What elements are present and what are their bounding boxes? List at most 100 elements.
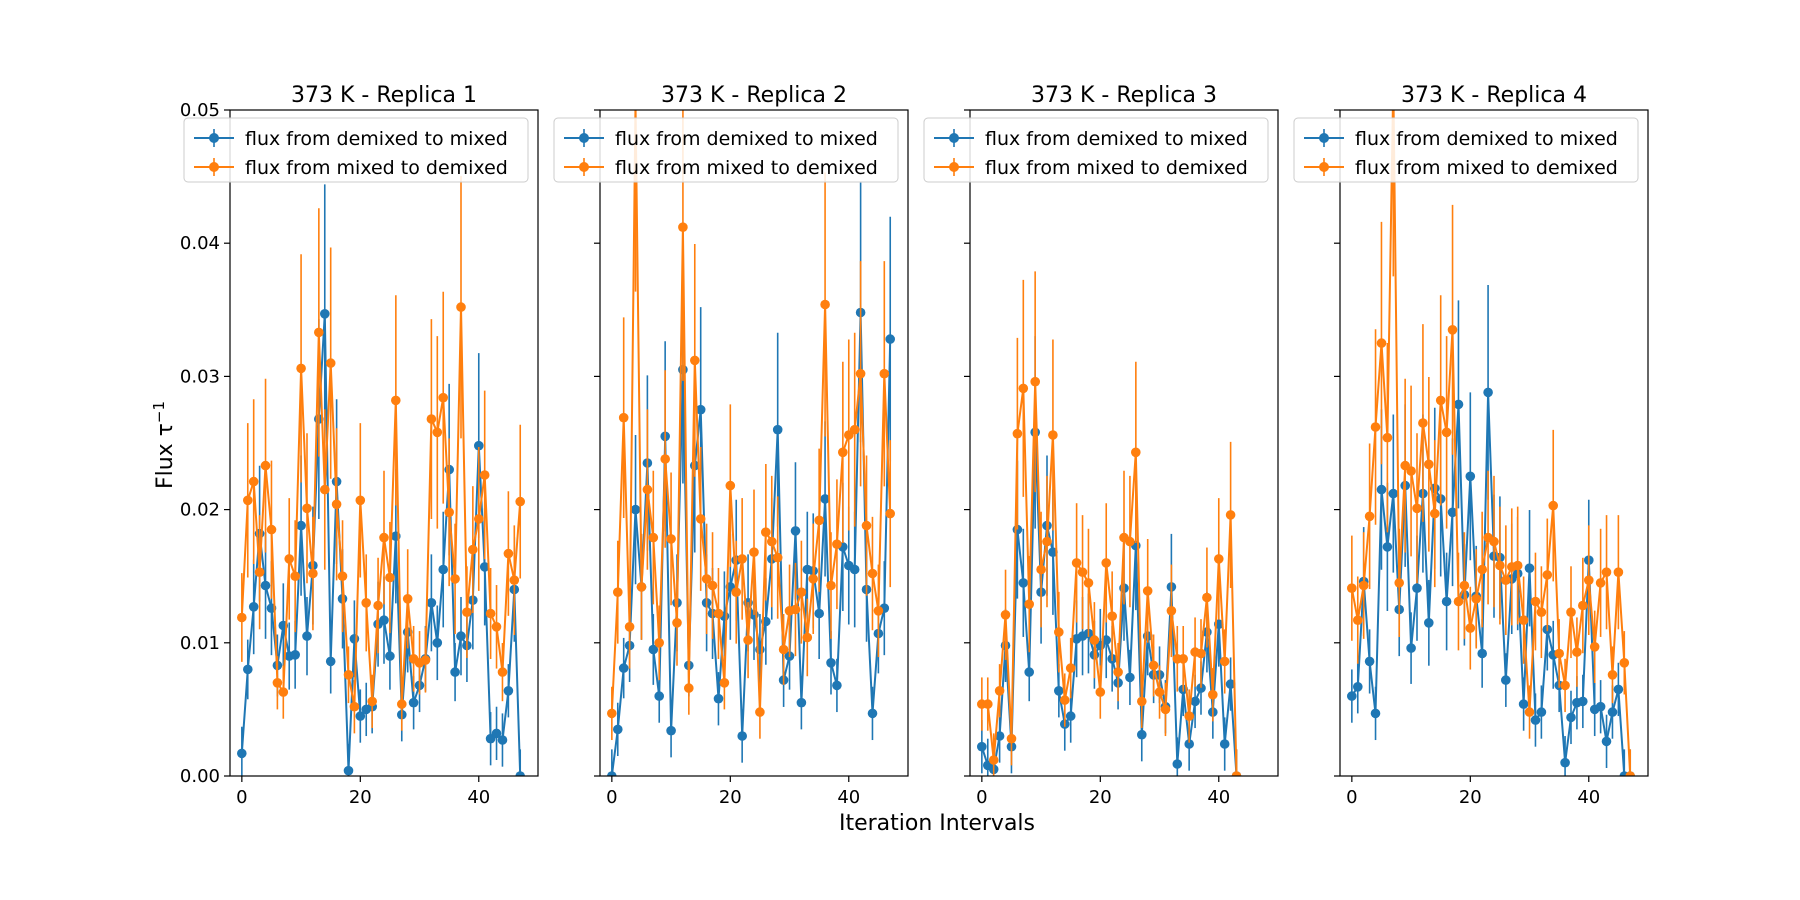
data-point bbox=[1566, 607, 1576, 617]
data-point bbox=[796, 697, 807, 708]
data-point bbox=[1542, 570, 1553, 580]
data-point bbox=[666, 725, 676, 736]
data-point bbox=[1489, 536, 1499, 547]
data-point bbox=[1501, 575, 1511, 585]
data-point bbox=[1208, 689, 1218, 700]
data-point bbox=[325, 358, 336, 368]
subplot-1: 373 K - Replica 1 0 20 40 0.00 0.01 0.02 0.03 0.… bbox=[180, 83, 539, 808]
data-point bbox=[778, 644, 789, 655]
data-point bbox=[1376, 338, 1387, 348]
data-point bbox=[849, 424, 860, 435]
data-point bbox=[1018, 578, 1029, 588]
data-point bbox=[1196, 648, 1206, 659]
x-tick-label: 0 bbox=[236, 787, 247, 808]
data-point bbox=[1430, 508, 1440, 519]
data-point bbox=[1578, 600, 1588, 611]
data-point bbox=[879, 368, 890, 379]
data-point bbox=[725, 480, 736, 491]
data-point bbox=[994, 686, 1005, 696]
series-mixed-to-demixed bbox=[1347, 110, 1635, 776]
data-point bbox=[1382, 432, 1393, 443]
data-point bbox=[1131, 447, 1141, 458]
data-point bbox=[474, 440, 484, 451]
data-point bbox=[1406, 643, 1416, 653]
data-point bbox=[1353, 682, 1363, 692]
data-point bbox=[1060, 695, 1070, 705]
data-point bbox=[1447, 325, 1458, 335]
data-point bbox=[337, 571, 348, 581]
data-point bbox=[1065, 663, 1076, 673]
data-point bbox=[607, 771, 617, 776]
legend-entry: flux from demixed to mixed bbox=[934, 128, 1248, 150]
legend-marker bbox=[579, 162, 589, 172]
data-point bbox=[260, 460, 271, 471]
data-point bbox=[497, 735, 508, 745]
x-tick-label: 40 bbox=[1577, 787, 1600, 808]
data-point bbox=[1447, 507, 1458, 518]
data-point bbox=[1148, 660, 1159, 671]
data-point bbox=[1030, 376, 1040, 387]
data-point bbox=[772, 552, 783, 563]
legend-entry: flux from mixed to demixed bbox=[564, 157, 878, 179]
data-point bbox=[254, 567, 265, 577]
legend-entry: flux from demixed to mixed bbox=[564, 128, 878, 150]
data-point bbox=[713, 693, 724, 704]
data-point bbox=[331, 499, 342, 510]
data-point bbox=[296, 363, 306, 374]
data-point bbox=[1214, 554, 1224, 564]
data-point bbox=[1166, 606, 1177, 616]
data-point bbox=[1184, 739, 1194, 749]
legend-entry: flux from mixed to demixed bbox=[934, 157, 1248, 179]
legend-label: flux from demixed to mixed bbox=[985, 128, 1248, 150]
data-point bbox=[243, 495, 253, 506]
data-point bbox=[618, 663, 629, 673]
legend-box bbox=[923, 117, 1269, 183]
data-point bbox=[1560, 680, 1570, 691]
data-point bbox=[432, 638, 443, 648]
data-point bbox=[1601, 567, 1612, 577]
data-point bbox=[462, 607, 472, 617]
legend-label: flux from mixed to demixed bbox=[615, 157, 878, 179]
data-point bbox=[1024, 599, 1034, 609]
data-point bbox=[1601, 736, 1612, 747]
data-point bbox=[1048, 430, 1058, 440]
data-point bbox=[1453, 596, 1464, 607]
data-point bbox=[474, 514, 484, 524]
data-point bbox=[814, 608, 824, 619]
data-point bbox=[438, 392, 449, 403]
data-point bbox=[1172, 759, 1183, 769]
data-point bbox=[867, 568, 878, 579]
subplot-title: 373 K - Replica 1 bbox=[291, 83, 477, 108]
data-point bbox=[1518, 615, 1529, 625]
data-point bbox=[284, 554, 295, 564]
data-point bbox=[977, 741, 987, 752]
data-point bbox=[1465, 471, 1476, 482]
data-point bbox=[1441, 596, 1452, 607]
data-point bbox=[314, 327, 324, 338]
data-point bbox=[1095, 687, 1106, 697]
data-point bbox=[1424, 618, 1434, 628]
data-point bbox=[1424, 459, 1434, 470]
data-point bbox=[308, 568, 318, 579]
data-point bbox=[237, 612, 247, 623]
subplot-title: 373 K - Replica 4 bbox=[1401, 83, 1587, 108]
data-point bbox=[1524, 707, 1535, 717]
data-point bbox=[1202, 592, 1212, 603]
data-point bbox=[343, 765, 354, 776]
data-point bbox=[296, 520, 306, 531]
data-point bbox=[1477, 564, 1487, 575]
data-point bbox=[1107, 611, 1117, 621]
data-point bbox=[420, 655, 431, 665]
plot-area bbox=[1347, 110, 1635, 776]
data-point bbox=[1190, 696, 1200, 707]
data-point bbox=[1501, 675, 1511, 685]
data-point bbox=[719, 678, 730, 688]
data-point bbox=[1125, 536, 1135, 547]
data-point bbox=[737, 731, 747, 741]
data-point bbox=[749, 547, 759, 557]
data-point bbox=[1347, 583, 1357, 593]
data-point bbox=[450, 574, 460, 584]
data-point bbox=[1607, 670, 1618, 680]
data-point bbox=[1184, 711, 1194, 721]
